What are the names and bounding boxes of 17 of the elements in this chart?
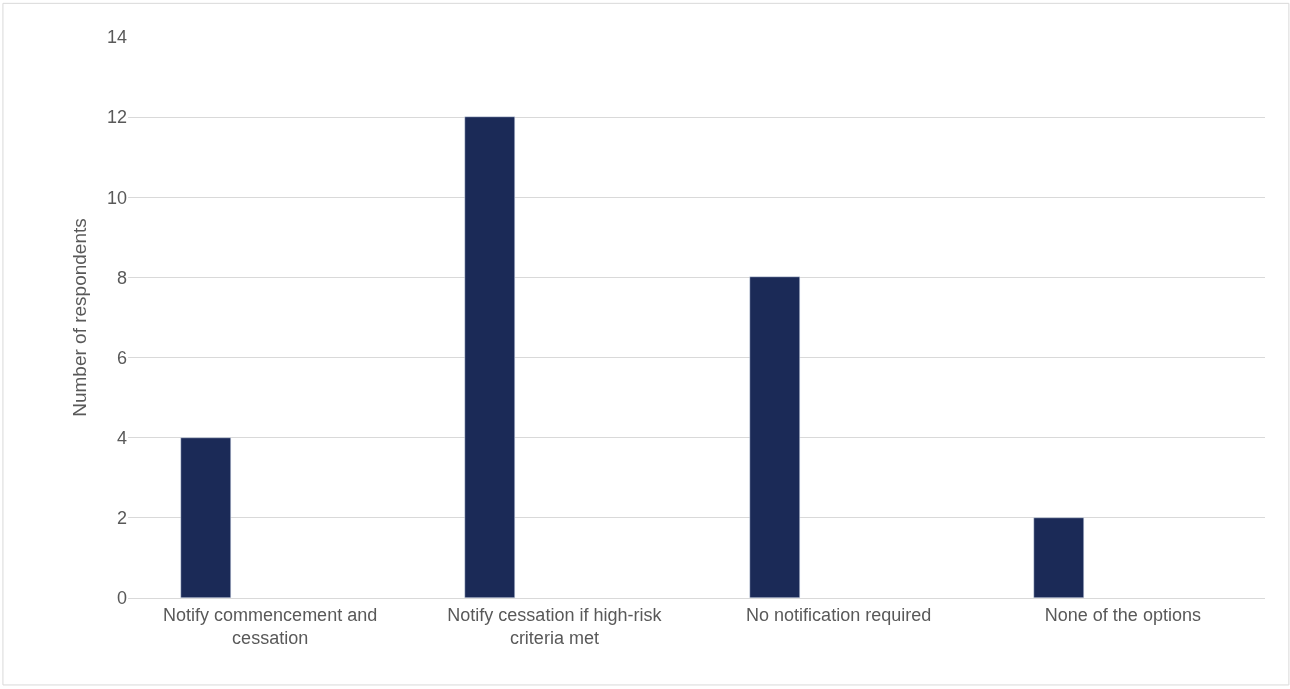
y-tick-label: 2 bbox=[116, 508, 127, 529]
bar bbox=[749, 276, 800, 598]
y-tick-label: 4 bbox=[116, 428, 127, 449]
y-axis-title: Number of respondents bbox=[68, 218, 90, 417]
y-tick-label: 6 bbox=[116, 347, 127, 368]
y-tick-label: 0 bbox=[116, 588, 127, 609]
bar bbox=[180, 437, 231, 598]
x-tick-label: None of the options bbox=[1044, 604, 1201, 625]
x-tick-label: Notify commencement and cessation bbox=[163, 604, 378, 648]
y-tick-label: 10 bbox=[106, 187, 127, 208]
bar bbox=[1033, 517, 1084, 598]
bar bbox=[464, 116, 515, 598]
y-tick-label: 8 bbox=[116, 267, 127, 288]
y-tick-label: 14 bbox=[106, 27, 127, 48]
x-tick-label: Notify cessation if high-risk criteria met bbox=[447, 604, 663, 648]
x-tick-label: No notification required bbox=[746, 604, 932, 625]
y-tick-label: 12 bbox=[106, 107, 127, 128]
